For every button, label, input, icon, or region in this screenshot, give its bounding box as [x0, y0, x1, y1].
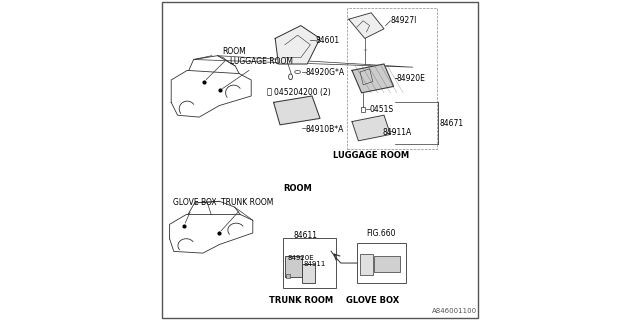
FancyBboxPatch shape: [283, 238, 336, 288]
Bar: [361, 107, 365, 112]
Polygon shape: [352, 64, 394, 93]
Text: 84601: 84601: [315, 36, 339, 44]
Text: LUGGAGE ROOM: LUGGAGE ROOM: [333, 151, 409, 160]
Text: 84611: 84611: [294, 231, 317, 240]
Polygon shape: [352, 115, 390, 141]
Text: A846001100: A846001100: [431, 308, 477, 314]
Text: 045204200 (2): 045204200 (2): [274, 88, 330, 97]
FancyBboxPatch shape: [357, 243, 406, 283]
Text: 84911: 84911: [303, 261, 325, 267]
Text: TRUNK ROOM: TRUNK ROOM: [221, 198, 273, 231]
Text: LUGGAGE ROOM: LUGGAGE ROOM: [223, 57, 293, 89]
Bar: [287, 274, 291, 278]
Ellipse shape: [289, 74, 292, 80]
Text: 84920E: 84920E: [288, 255, 315, 260]
Polygon shape: [274, 96, 320, 125]
Text: TRUNK ROOM: TRUNK ROOM: [269, 296, 333, 305]
Bar: [302, 264, 315, 283]
Text: 84920E: 84920E: [397, 74, 426, 83]
Text: 84927I: 84927I: [390, 16, 417, 25]
Text: GLOVE BOX: GLOVE BOX: [346, 296, 399, 305]
Circle shape: [360, 87, 366, 92]
Text: FIG.660: FIG.660: [366, 229, 396, 238]
Ellipse shape: [295, 70, 301, 74]
Text: ROOM: ROOM: [284, 184, 312, 193]
Text: GLOVE BOX: GLOVE BOX: [173, 198, 216, 223]
FancyBboxPatch shape: [360, 254, 372, 275]
Text: 84910B*A: 84910B*A: [306, 125, 344, 134]
Text: 0451S: 0451S: [370, 105, 394, 114]
Text: ROOM: ROOM: [206, 47, 246, 80]
Polygon shape: [275, 26, 320, 64]
Text: 84920G*A: 84920G*A: [306, 68, 345, 76]
Text: Ⓢ: Ⓢ: [267, 88, 272, 97]
Text: 84911A: 84911A: [383, 128, 412, 137]
Polygon shape: [349, 13, 384, 38]
Text: 84671: 84671: [440, 119, 464, 128]
Bar: [374, 256, 400, 272]
Bar: [285, 256, 303, 277]
